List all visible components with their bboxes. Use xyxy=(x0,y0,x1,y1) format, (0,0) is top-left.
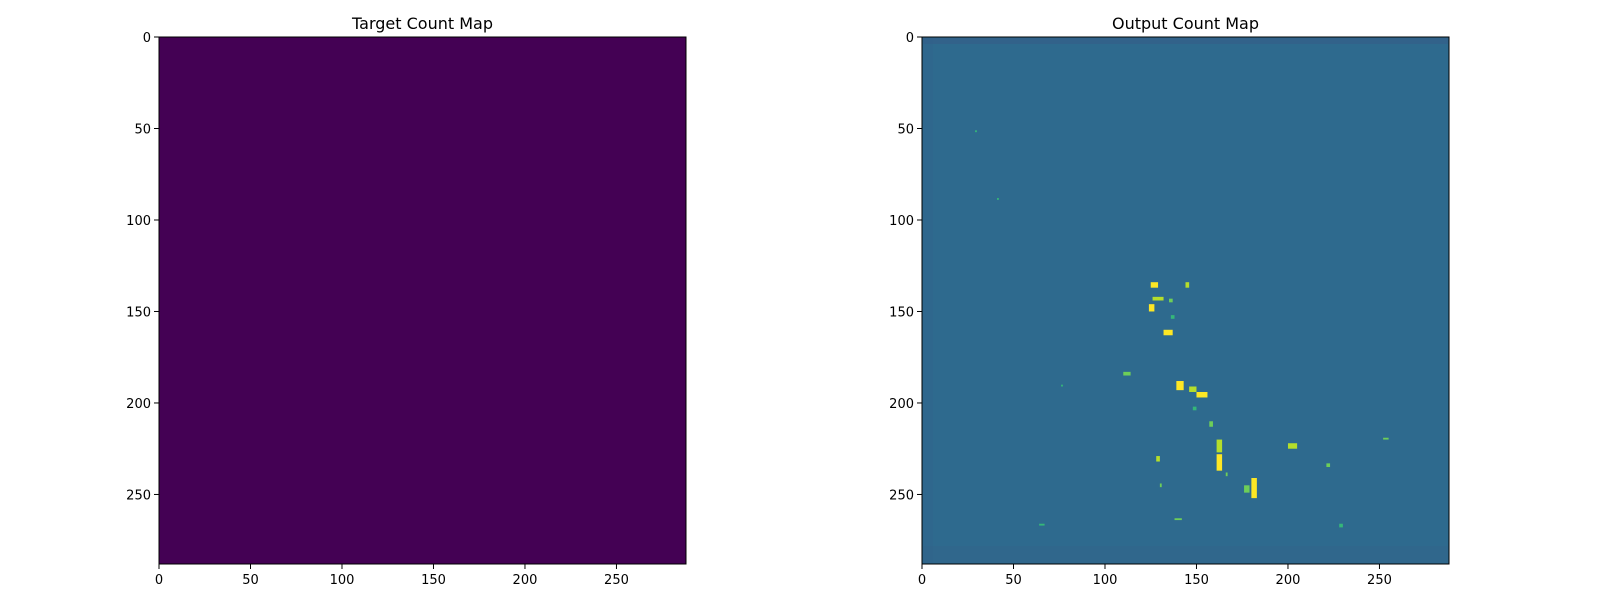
heatmap-cell xyxy=(1174,518,1182,521)
x-tick-label: 250 xyxy=(604,573,629,588)
heatmap-cell xyxy=(1244,485,1250,493)
y-tick-label: 250 xyxy=(126,488,151,503)
heatmap-cell xyxy=(1152,296,1164,301)
heatmap-cell xyxy=(1163,329,1173,336)
heatmap-cell xyxy=(1287,443,1298,449)
heatmap-background xyxy=(922,37,1449,564)
y-tick-label: 100 xyxy=(889,214,914,229)
x-tick-label: 0 xyxy=(918,573,926,588)
y-tick-label: 50 xyxy=(897,122,914,137)
heatmap-cell xyxy=(1148,304,1155,312)
y-tick-label: 200 xyxy=(126,397,151,412)
output-count-map-panel: Output Count Map 0 50 100 150 200 250 0 50 100 15… xyxy=(889,14,1450,588)
heatmap-cell xyxy=(1185,282,1190,288)
heatmap-cell xyxy=(1251,477,1257,499)
heatmap-cell xyxy=(1176,381,1184,391)
chart-title: Output Count Map xyxy=(1112,14,1259,33)
y-tick-label: 0 xyxy=(906,31,914,46)
heatmap-cell xyxy=(1189,386,1197,392)
heatmap-cell xyxy=(1159,483,1162,488)
heatmap-cell xyxy=(1383,437,1389,440)
x-tick-label: 250 xyxy=(1367,573,1392,588)
heatmap-cell xyxy=(1326,463,1331,468)
heatmap-cell xyxy=(1225,472,1228,477)
x-tick-label: 150 xyxy=(1184,573,1209,588)
y-tick-label: 250 xyxy=(889,488,914,503)
heatmap-cell xyxy=(1039,523,1045,526)
target-count-map-panel: Target Count Map 0 50 100 150 200 250 0 50 100 15… xyxy=(126,14,687,588)
x-tick-label: 100 xyxy=(330,573,355,588)
heatmap-background xyxy=(159,37,686,564)
plot-frame xyxy=(158,36,687,565)
heatmap-edge-band xyxy=(923,38,933,563)
heatmap-cell xyxy=(1150,282,1159,288)
y-tick-label: 50 xyxy=(134,122,151,137)
y-tick-label: 200 xyxy=(889,397,914,412)
heatmap-cell xyxy=(975,130,977,133)
heatmap-cell xyxy=(997,198,999,200)
heatmap-cell xyxy=(1216,439,1223,453)
y-tick-label: 100 xyxy=(126,214,151,229)
heatmap-cell xyxy=(1192,406,1197,411)
chart-title: Target Count Map xyxy=(351,14,493,33)
y-tick-label: 150 xyxy=(889,305,914,320)
heatmap-cell xyxy=(1196,391,1208,398)
plot-frame xyxy=(921,36,1450,565)
heatmap-cell xyxy=(1156,456,1160,462)
x-tick-label: 150 xyxy=(421,573,446,588)
x-tick-label: 200 xyxy=(1276,573,1301,588)
x-tick-label: 50 xyxy=(242,573,259,588)
x-tick-label: 50 xyxy=(1005,573,1022,588)
heatmap-cell xyxy=(1061,384,1063,387)
heatmap-cell xyxy=(1216,454,1223,471)
x-tick-label: 200 xyxy=(513,573,538,588)
heatmap-cell xyxy=(1209,421,1213,427)
heatmap-edge-band xyxy=(923,546,1448,563)
heatmap-cell xyxy=(1339,523,1343,528)
y-tick-label: 0 xyxy=(143,31,151,46)
y-tick-label: 150 xyxy=(126,305,151,320)
x-tick-label: 0 xyxy=(155,573,163,588)
x-tick-label: 100 xyxy=(1093,573,1118,588)
heatmap-cell xyxy=(1123,371,1131,376)
heatmap-edge-band xyxy=(923,38,1448,44)
heatmap-cell xyxy=(1169,298,1173,303)
heatmap-cell xyxy=(1170,315,1175,319)
